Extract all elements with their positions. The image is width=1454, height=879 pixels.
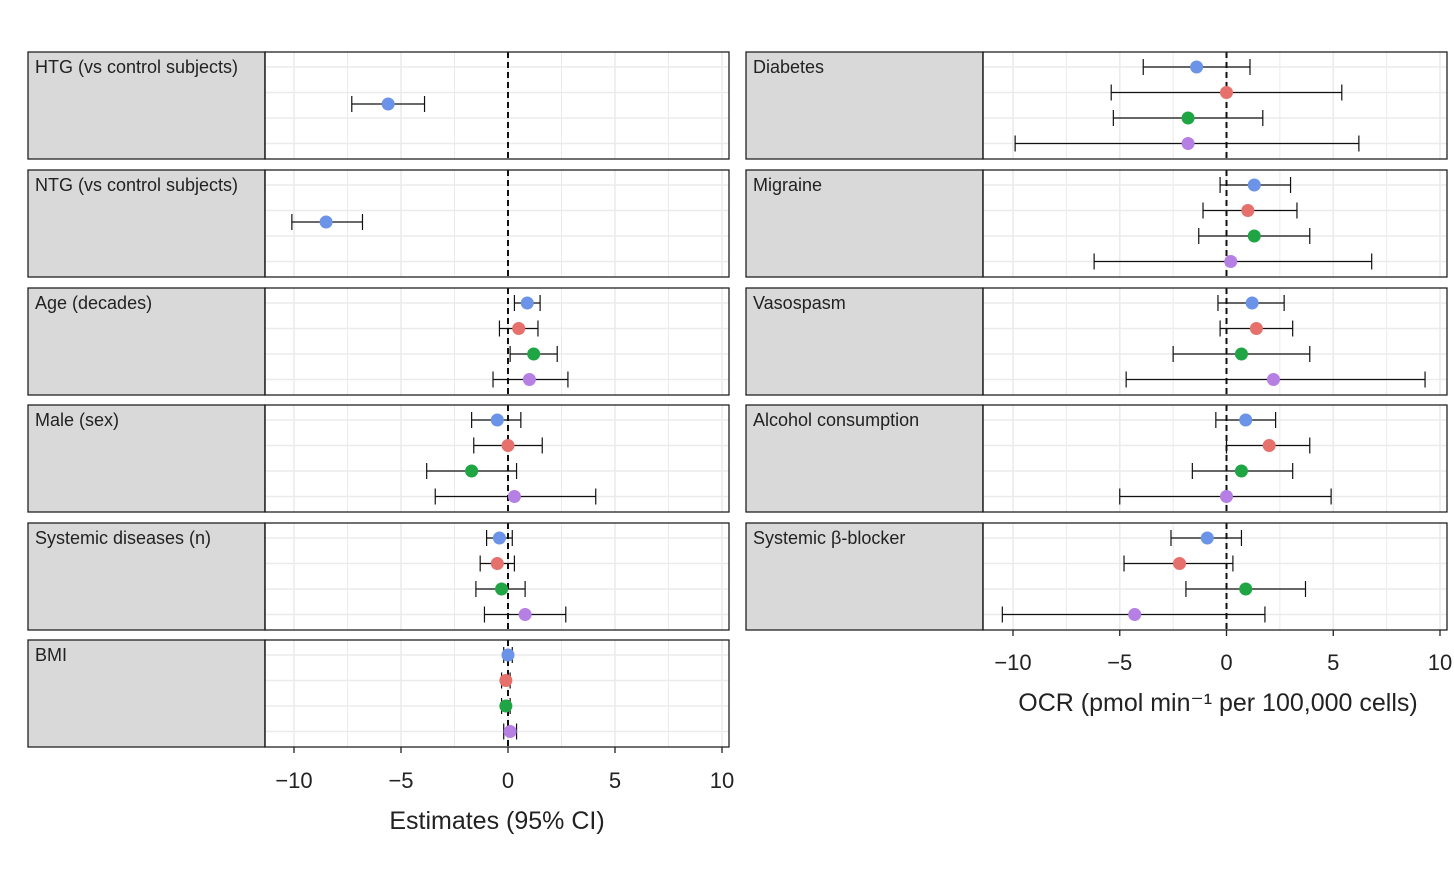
estimate-point [522, 373, 536, 386]
estimate-point [1181, 111, 1195, 125]
facet-panel: Migraine [745, 169, 1448, 278]
x-tick-label: 10 [710, 768, 734, 793]
plot-area [265, 640, 729, 747]
estimate-point [501, 439, 515, 452]
facet-label-box [745, 287, 984, 396]
estimate-point [527, 347, 541, 361]
x-tick-label: 5 [1327, 650, 1339, 675]
left-forest-plot: HTG (vs control subjects) NTG (vs control… [27, 51, 734, 835]
estimate-point [503, 725, 517, 738]
x-tick-label: 10 [1428, 650, 1452, 675]
facet-panel: Systemic β-blocker [745, 522, 1448, 631]
estimate-point [1249, 322, 1263, 335]
facet-label: NTG (vs control subjects) [35, 175, 238, 195]
estimate-point [1173, 557, 1187, 570]
estimate-point [1262, 439, 1276, 452]
estimate-point [499, 699, 513, 713]
estimate-point [1241, 204, 1255, 217]
x-tick-label: 0 [1220, 650, 1232, 675]
x-tick-label: −5 [388, 768, 413, 793]
x-axis-title: Estimates (95% CI) [389, 807, 604, 835]
facet-panel: Age (decades) [27, 287, 730, 396]
x-axis-title: OCR (pmol min⁻¹ per 100,000 cells) [1018, 689, 1417, 717]
facet-label-box [27, 522, 266, 631]
facet-label-box [27, 169, 266, 278]
facet-label-box [745, 404, 984, 513]
facet-label: BMI [35, 645, 67, 665]
estimate-point [490, 413, 504, 427]
facet-label: Systemic diseases (n) [35, 528, 211, 548]
estimate-point [1181, 137, 1195, 150]
estimate-point [1190, 60, 1204, 74]
estimate-point [499, 674, 513, 687]
estimate-point [518, 608, 532, 621]
estimate-point [1247, 178, 1261, 192]
facet-panel: Diabetes [745, 51, 1448, 160]
facet-panel: Systemic diseases (n) [27, 522, 730, 631]
plot-area [265, 288, 729, 395]
facet-label-box [745, 51, 984, 160]
facet-label: Systemic β-blocker [753, 528, 905, 548]
estimate-point [492, 531, 506, 545]
estimate-point [507, 490, 521, 503]
facet-label-box [27, 404, 266, 513]
estimate-point [1128, 608, 1142, 621]
facet-label: Diabetes [753, 57, 824, 77]
x-tick-label: 5 [609, 768, 621, 793]
plot-area [265, 52, 729, 159]
facet-panel: Vasospasm [745, 287, 1448, 396]
estimate-point [1234, 464, 1248, 478]
plot-area [265, 170, 729, 277]
facet-label: HTG (vs control subjects) [35, 57, 238, 77]
right-forest-plot: Diabetes Migraine Vasospasm Alcohol consump… [745, 51, 1452, 717]
facet-label-box [745, 522, 984, 631]
estimate-point [1245, 296, 1259, 310]
estimate-point [1247, 229, 1261, 243]
estimate-point [465, 464, 479, 478]
facet-panel: HTG (vs control subjects) [27, 51, 730, 160]
estimate-point [1234, 347, 1248, 361]
plot-area [983, 170, 1447, 277]
plot-area [983, 405, 1447, 512]
x-tick-label: −5 [1107, 650, 1132, 675]
facet-label: Migraine [753, 175, 822, 195]
facet-panel: Male (sex) [27, 404, 730, 513]
estimate-point [501, 648, 515, 662]
facet-label: Vasospasm [753, 293, 846, 313]
x-tick-label: −10 [994, 650, 1031, 675]
facet-panel: BMI [27, 639, 730, 748]
facet-label-box [745, 169, 984, 278]
estimate-point [1224, 255, 1238, 268]
facet-panel: Alcohol consumption [745, 404, 1448, 513]
estimate-point [1200, 531, 1214, 545]
estimate-point [1239, 413, 1253, 427]
facet-label: Age (decades) [35, 293, 152, 313]
estimate-point [1239, 582, 1253, 596]
facet-label-box [27, 51, 266, 160]
plot-area [983, 523, 1447, 630]
x-tick-label: −10 [275, 768, 312, 793]
x-tick-label: 0 [502, 768, 514, 793]
estimate-point [495, 582, 509, 596]
estimate-point [381, 97, 395, 111]
facet-label: Male (sex) [35, 410, 119, 430]
facet-panel: NTG (vs control subjects) [27, 169, 730, 278]
estimate-point [490, 557, 504, 570]
estimate-point [520, 296, 534, 310]
estimate-point [1220, 490, 1233, 503]
facet-label-box [27, 639, 266, 748]
facet-label-box [27, 287, 266, 396]
estimate-point [1220, 86, 1233, 99]
estimate-point [319, 215, 333, 229]
plot-area [983, 52, 1447, 159]
plot-area [983, 288, 1447, 395]
estimate-point [512, 322, 526, 335]
estimate-point [1266, 373, 1280, 386]
facet-label: Alcohol consumption [753, 410, 919, 430]
